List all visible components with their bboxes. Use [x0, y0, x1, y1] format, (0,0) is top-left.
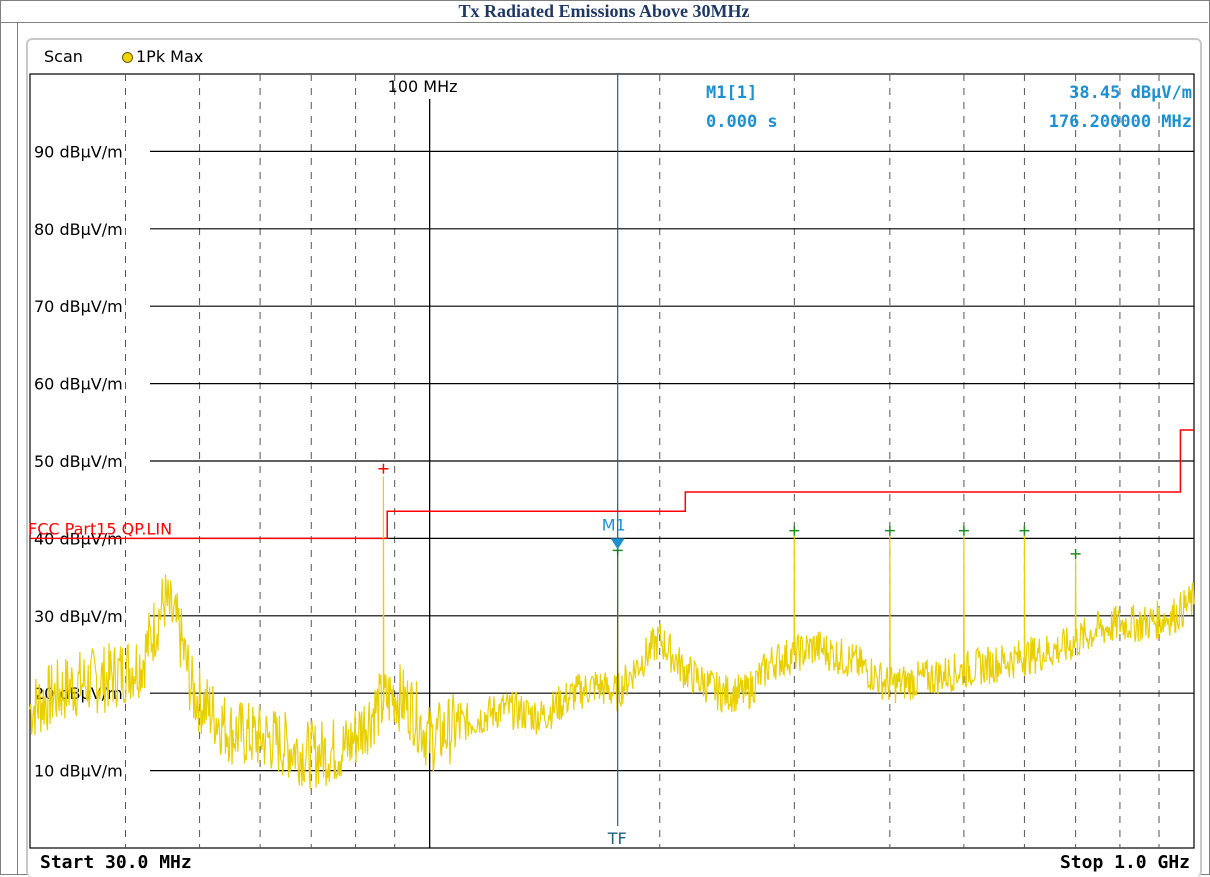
y-tick-label: 50 dBµV/m: [34, 452, 123, 471]
start-frequency: Start 30.0 MHz: [40, 852, 192, 873]
limit-line-label: FCC Part15 QP.LIN: [28, 519, 172, 538]
limit-line: [30, 429, 1194, 540]
marker-readout-name: M1[1]: [706, 83, 757, 103]
scan-label: Scan: [44, 47, 83, 66]
peak-marker-icon: [789, 525, 800, 536]
y-tick-label: 70 dBµV/m: [34, 297, 123, 316]
peak-marker-icon: [378, 463, 389, 474]
marker-readout-frequency: 176.200000 MHz: [1049, 112, 1192, 132]
left-column-border: [17, 22, 18, 875]
page-title: Tx Radiated Emissions Above 30MHz: [458, 0, 750, 21]
marker-readout-level: 38.45 dBµV/m: [1069, 83, 1192, 103]
y-tick-label: 30 dBµV/m: [34, 607, 123, 626]
peak-marker-icon: [958, 525, 969, 536]
trace-indicator-icon: [122, 52, 133, 63]
marker-label: M1: [602, 515, 626, 534]
title-bar: Tx Radiated Emissions Above 30MHz: [0, 0, 1208, 23]
marker-triangle-icon: [610, 538, 625, 550]
peak-marker-icon: [1070, 548, 1081, 559]
y-tick-label: 80 dBµV/m: [34, 220, 123, 239]
y-tick-label: 60 dBµV/m: [34, 375, 123, 394]
marker-readout-time: 0.000 s: [706, 112, 778, 132]
peak-marker-icon: [1019, 525, 1030, 536]
y-tick-label: 90 dBµV/m: [34, 142, 123, 161]
peak-marker-icon: [884, 525, 895, 536]
x-marker-label: 100 MHz: [388, 77, 458, 96]
tf-label: TF: [607, 829, 627, 848]
y-tick-label: 10 dBµV/m: [34, 762, 123, 781]
stop-frequency: Stop 1.0 GHz: [1059, 852, 1190, 873]
trace-label: 1Pk Max: [136, 47, 204, 66]
